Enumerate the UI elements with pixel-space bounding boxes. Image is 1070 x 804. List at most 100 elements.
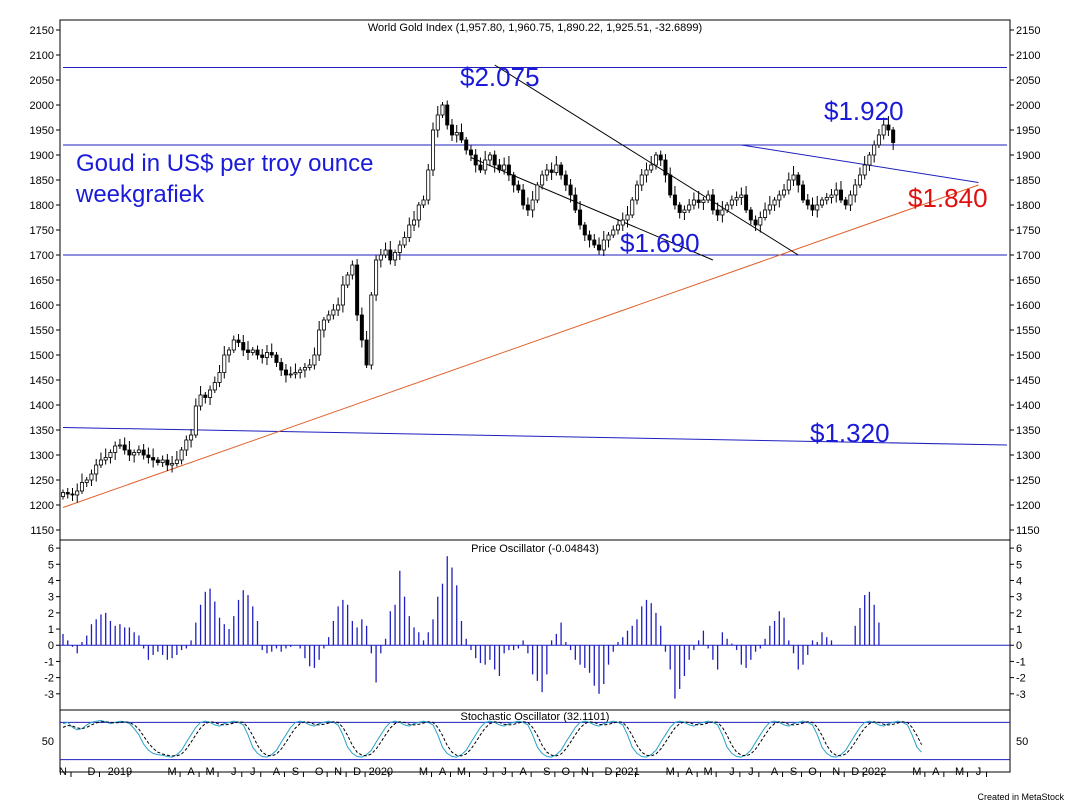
x-tick-label: S bbox=[292, 766, 299, 778]
candle-body bbox=[867, 154, 872, 166]
price-tick-label-right: 1250 bbox=[1016, 475, 1040, 487]
x-tick-label: 2020 bbox=[369, 766, 393, 778]
price-tick-label-left: 1950 bbox=[30, 125, 54, 137]
price-tick-label-left: 1400 bbox=[30, 400, 54, 412]
x-tick-label: 2019 bbox=[108, 766, 132, 778]
candle-body bbox=[293, 372, 298, 375]
osc-tick-label-left: 2 bbox=[48, 608, 54, 620]
candle-body bbox=[222, 354, 227, 373]
trendline-level-1320 bbox=[62, 427, 1008, 446]
price-tick-label-right: 1200 bbox=[1016, 500, 1040, 512]
candle-body bbox=[331, 309, 336, 316]
candle-body bbox=[236, 339, 241, 343]
candle-body bbox=[587, 234, 592, 241]
price-tick-label-right: 1600 bbox=[1016, 300, 1040, 312]
annotation-text: weekgrafiek bbox=[75, 181, 205, 208]
candle-body bbox=[426, 169, 431, 201]
candle-body bbox=[782, 189, 787, 196]
candle-body bbox=[412, 219, 417, 226]
candle-body bbox=[876, 134, 881, 146]
price-tick-label-left: 2050 bbox=[30, 75, 54, 87]
candle-body bbox=[502, 164, 507, 171]
x-tick-label: O bbox=[562, 766, 571, 778]
candle-body bbox=[355, 264, 360, 316]
x-tick-label: 2022 bbox=[862, 766, 886, 778]
candle-body bbox=[336, 304, 341, 311]
candle-body bbox=[644, 169, 649, 176]
candle-body bbox=[146, 454, 151, 458]
candle-body bbox=[122, 444, 127, 451]
candle-body bbox=[468, 149, 473, 156]
candle-body bbox=[796, 174, 801, 186]
candle-body bbox=[340, 284, 345, 306]
osc-tick-label-right: -1 bbox=[1016, 656, 1026, 668]
osc-tick-label-right: 6 bbox=[1016, 543, 1022, 555]
candle-body bbox=[819, 199, 824, 206]
price-oscillator-title: Price Oscillator (-0.04843) bbox=[471, 543, 599, 555]
price-tick-label-left: 1900 bbox=[30, 150, 54, 162]
candle-body bbox=[250, 349, 255, 353]
candle-body bbox=[435, 114, 440, 131]
candle-body bbox=[786, 179, 791, 191]
x-tick-label: N bbox=[59, 766, 67, 778]
candle-body bbox=[672, 194, 677, 206]
price-tick-label-right: 2150 bbox=[1016, 25, 1040, 37]
candle-body bbox=[606, 234, 611, 241]
x-tick-label: S bbox=[543, 766, 550, 778]
osc-tick-label-left: -1 bbox=[44, 656, 54, 668]
price-tick-label-right: 1700 bbox=[1016, 250, 1040, 262]
price-tick-label-left: 1550 bbox=[30, 325, 54, 337]
osc-tick-label-right: 2 bbox=[1016, 608, 1022, 620]
x-tick-label: J bbox=[482, 766, 488, 778]
price-tick-label-right: 2000 bbox=[1016, 100, 1040, 112]
candle-body bbox=[393, 252, 398, 261]
candle-body bbox=[307, 364, 312, 368]
candle-body bbox=[872, 144, 877, 156]
x-tick-label: D bbox=[851, 766, 859, 778]
price-tick-label-right: 1400 bbox=[1016, 400, 1040, 412]
candle-body bbox=[554, 164, 559, 173]
candle-body bbox=[464, 139, 469, 151]
price-tick-label-right: 1750 bbox=[1016, 225, 1040, 237]
candle-body bbox=[454, 132, 459, 136]
candle-body bbox=[70, 493, 75, 496]
candle-body bbox=[350, 264, 355, 276]
candle-body bbox=[141, 449, 146, 456]
candle-body bbox=[103, 457, 108, 461]
candle-body bbox=[634, 184, 639, 201]
candle-body bbox=[189, 434, 194, 441]
price-tick-label-right: 1500 bbox=[1016, 350, 1040, 362]
x-tick-label: M bbox=[205, 766, 214, 778]
price-tick-label-right: 1350 bbox=[1016, 425, 1040, 437]
osc-tick-label-right: 3 bbox=[1016, 592, 1022, 604]
candle-body bbox=[758, 217, 763, 226]
osc-tick-label-right: 4 bbox=[1016, 575, 1022, 587]
osc-tick-label-right: 1 bbox=[1016, 624, 1022, 636]
candle-body bbox=[298, 369, 303, 373]
candle-body bbox=[639, 174, 644, 186]
candle-body bbox=[113, 445, 118, 453]
candle-body bbox=[725, 204, 730, 211]
candle-body bbox=[791, 174, 796, 181]
candle-body bbox=[843, 199, 848, 206]
osc-tick-label-right: -3 bbox=[1016, 689, 1026, 701]
candle-body bbox=[886, 124, 891, 131]
candle-body bbox=[374, 259, 379, 296]
candle-body bbox=[388, 249, 393, 261]
x-tick-label: M bbox=[457, 766, 466, 778]
trendline-channel-top bbox=[494, 64, 799, 256]
candle-body bbox=[160, 459, 165, 463]
candle-body bbox=[625, 214, 630, 221]
osc-tick-label-right: 0 bbox=[1016, 640, 1022, 652]
x-tick-label: 2021 bbox=[615, 766, 639, 778]
candle-body bbox=[838, 189, 843, 201]
candle-body bbox=[321, 319, 326, 331]
candle-body bbox=[478, 164, 483, 171]
candle-body bbox=[763, 209, 768, 218]
candle-body bbox=[601, 239, 606, 251]
candle-body bbox=[151, 457, 156, 461]
osc-tick-label-left: -2 bbox=[44, 673, 54, 685]
price-tick-label-left: 1700 bbox=[30, 250, 54, 262]
